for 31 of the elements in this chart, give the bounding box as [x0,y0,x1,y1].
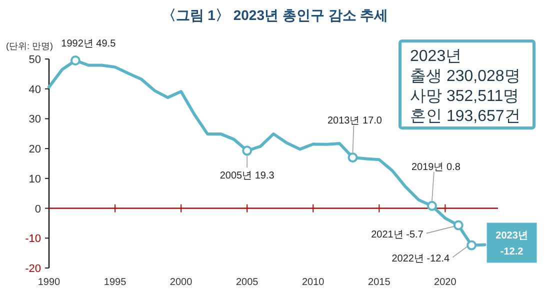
annotation: 2019년 0.8 [412,162,461,173]
y-tick-label: 20 [28,144,41,156]
annotation: 2013년 17.0 [327,116,382,127]
x-tick-label: 2005 [236,277,259,288]
annotation: 2005년 19.3 [220,170,275,182]
y-tick-label: 0 [34,203,41,216]
annotation: 2023년 -12.2 [496,230,528,258]
x-tick-label: 2000 [170,277,193,288]
x-tick-label: 1990 [38,277,61,288]
point [70,55,80,66]
annotation: 2022년 -12.4 [392,253,450,264]
point [453,220,464,230]
point [426,200,437,211]
y-tick-label: 50 [28,54,41,66]
y-axis-title: (단위: 만명) [6,41,53,51]
chart-title: 〈그림 1〉 2023년 총인구 감소 추세 [162,7,388,23]
y-tick-label: 40 [28,84,41,96]
point [242,146,252,156]
x-tick-label: 2015 [368,277,391,288]
y-tick-label: -20 [25,263,41,275]
x-tick-label: 1995 [104,277,127,288]
x-tick-label: 2020 [434,277,457,288]
y-tick-label: -10 [25,233,41,246]
point [466,240,477,250]
annotation: 2021년 -5.7 [371,229,424,240]
y-tick-label: 30 [28,114,41,126]
point [348,152,358,163]
annotation: 1992년 49.5 [61,38,116,50]
y-tick-label: 10 [28,173,41,186]
annotation: 2023년 출생 230,028명 사망 352,511명 혼인 193,657건 [410,48,520,125]
x-tick-label: 2010 [302,277,325,288]
